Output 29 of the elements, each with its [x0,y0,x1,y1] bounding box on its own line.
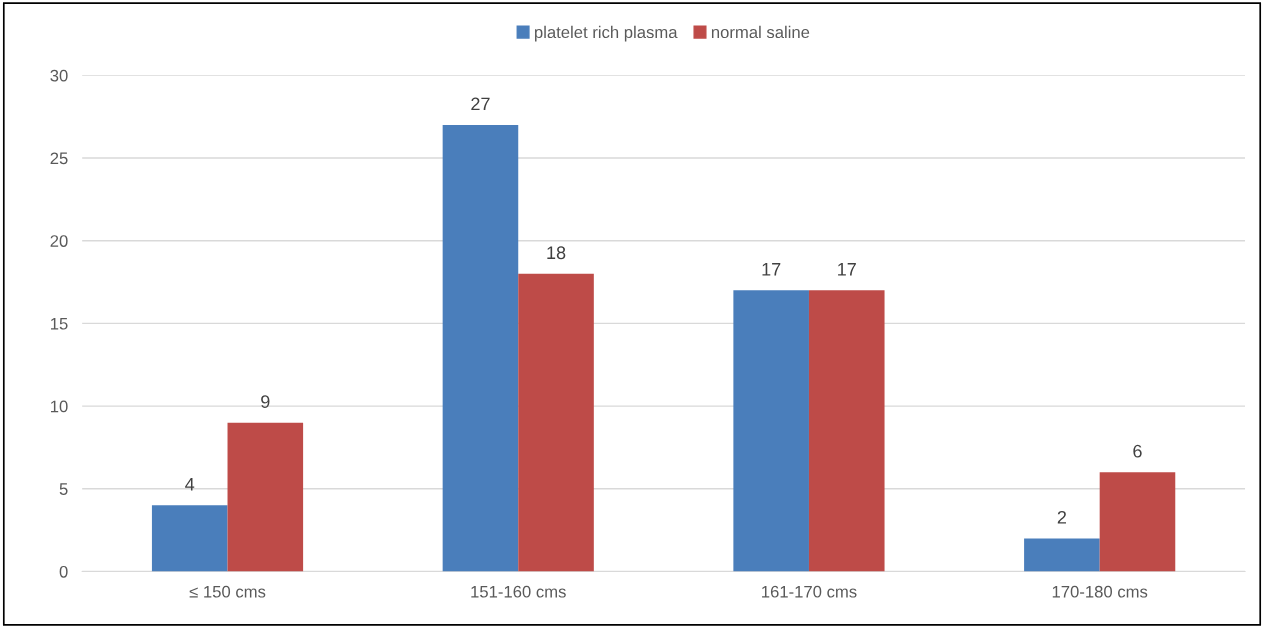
bar [1099,472,1176,572]
data-label: 17 [838,263,856,276]
bar [808,290,885,572]
x-tick-label: ≤ 150 cms [189,585,266,598]
x-tick-label: 151-160 cms [471,585,566,598]
bar [227,422,304,572]
bar [518,273,594,572]
data-label: 9 [261,395,270,408]
data-label: 2 [1057,510,1066,524]
y-tick-label: 15 [51,317,68,330]
data-label: 18 [547,246,566,260]
data-label: 6 [1133,444,1142,458]
y-tick-label: 5 [59,483,68,495]
y-tick-label: 25 [50,152,68,165]
legend-label: normal saline [711,25,810,39]
y-tick-label: 10 [51,400,68,413]
y-tick-label: 0 [59,565,68,578]
legend-label: platelet rich plasma [535,25,678,42]
data-label: 4 [185,478,195,491]
data-label: 27 [471,97,490,111]
y-tick-label: 30 [50,69,68,82]
data-label: 17 [762,263,781,276]
bar [151,505,228,572]
bar [1024,538,1100,572]
x-tick-label: 161-170 cms [762,585,857,598]
bar [733,290,809,572]
x-tick-label: 170-180 cms [1052,585,1148,598]
bar [442,124,519,572]
y-tick-label: 20 [50,235,68,247]
